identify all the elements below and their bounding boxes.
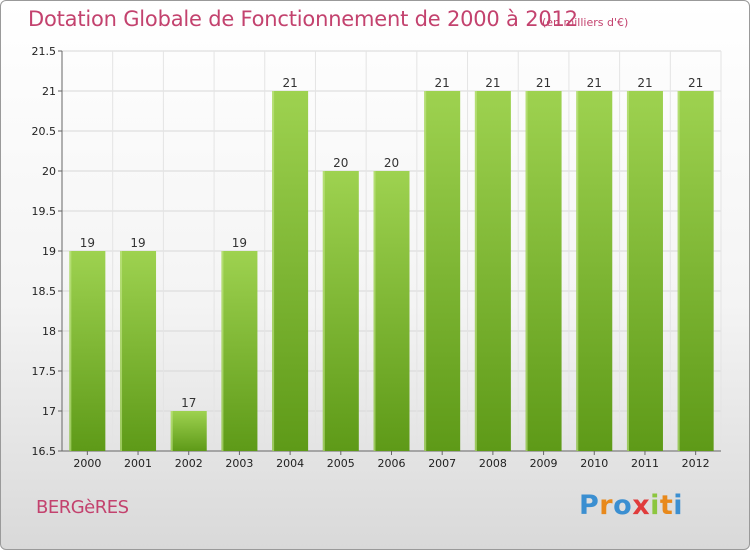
data-label-2000: 19 — [80, 236, 95, 250]
bar-2005 — [322, 171, 359, 451]
x-tick-label-2004: 2004 — [276, 457, 304, 470]
bar-highlight — [322, 171, 325, 451]
bar-2007 — [424, 91, 461, 451]
x-tick-label-2006: 2006 — [378, 457, 406, 470]
data-label-2006: 20 — [384, 156, 399, 170]
bar-highlight — [576, 91, 579, 451]
data-label-2011: 21 — [637, 76, 652, 90]
x-tick-label-2002: 2002 — [175, 457, 203, 470]
bar-highlight — [677, 91, 680, 451]
y-tick-label: 18 — [42, 325, 56, 338]
x-tick-label-2003: 2003 — [225, 457, 253, 470]
y-tick-label: 17 — [42, 405, 56, 418]
y-tick-label: 21.5 — [32, 45, 57, 58]
bar-2010 — [576, 91, 613, 451]
data-label-2001: 19 — [130, 236, 145, 250]
bar-highlight — [221, 251, 224, 451]
bar-2009 — [525, 91, 562, 451]
x-tick-label-2011: 2011 — [631, 457, 659, 470]
data-label-2007: 21 — [435, 76, 450, 90]
commune-name: BERGèRES — [36, 497, 129, 518]
bar-2003 — [221, 251, 258, 451]
y-tick-label: 17.5 — [32, 365, 57, 378]
x-tick-label-2010: 2010 — [580, 457, 608, 470]
y-tick-label: 21 — [42, 85, 56, 98]
bar-highlight — [525, 91, 528, 451]
bar-2004 — [272, 91, 309, 451]
y-tick-label: 19 — [42, 245, 56, 258]
bar-highlight — [626, 91, 629, 451]
x-tick-label-2000: 2000 — [73, 457, 101, 470]
x-tick-label-2001: 2001 — [124, 457, 152, 470]
bar-highlight — [120, 251, 123, 451]
y-tick-label: 20 — [42, 165, 56, 178]
chart-subtitle: (en milliers d'€) — [542, 16, 629, 29]
bar-highlight — [69, 251, 72, 451]
data-label-2010: 21 — [587, 76, 602, 90]
bar-highlight — [474, 91, 477, 451]
y-tick-label: 19.5 — [32, 205, 57, 218]
bar-2012 — [677, 91, 714, 451]
y-tick-label: 18.5 — [32, 285, 57, 298]
y-tick-label: 16.5 — [32, 445, 57, 458]
x-tick-label-2008: 2008 — [479, 457, 507, 470]
bar-2008 — [474, 91, 511, 451]
bar-2002 — [170, 411, 207, 451]
bar-2001 — [120, 251, 157, 451]
bar-2000 — [69, 251, 106, 451]
data-label-2005: 20 — [333, 156, 348, 170]
x-tick-label-2012: 2012 — [682, 457, 710, 470]
x-tick-label-2007: 2007 — [428, 457, 456, 470]
y-tick-label: 20.5 — [32, 125, 57, 138]
data-label-2009: 21 — [536, 76, 551, 90]
data-label-2004: 21 — [282, 76, 297, 90]
bar-highlight — [373, 171, 376, 451]
x-tick-label-2005: 2005 — [327, 457, 355, 470]
data-label-2012: 21 — [688, 76, 703, 90]
data-label-2003: 19 — [232, 236, 247, 250]
x-tick-label-2009: 2009 — [530, 457, 558, 470]
proxiti-logo: Proxiti — [579, 490, 684, 521]
chart-title: Dotation Globale de Fonctionnement de 20… — [28, 7, 578, 31]
data-label-2008: 21 — [485, 76, 500, 90]
data-label-2002: 17 — [181, 396, 196, 410]
labels: 16.5 17 17.5 18 18.5 19 19.5 20 20.5 21 21.5 19 2000… — [32, 45, 710, 470]
bars — [69, 91, 714, 451]
bar-highlight — [170, 411, 173, 451]
bar-2006 — [373, 171, 410, 451]
bar-highlight — [424, 91, 427, 451]
bar-highlight — [272, 91, 275, 451]
bar-2011 — [626, 91, 663, 451]
